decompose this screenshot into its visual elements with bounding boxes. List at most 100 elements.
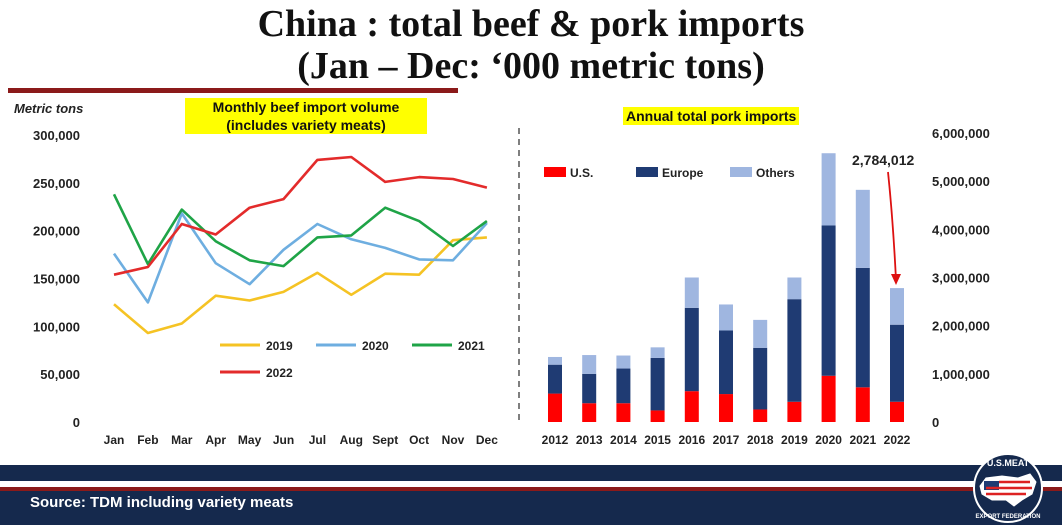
beef-series-line-2020 [112,212,488,304]
pork-y-tick-label: 0 [932,415,939,430]
beef-legend-label: 2020 [362,339,389,353]
pork-annotation-label: 2,784,012 [852,152,914,168]
pork-bar-europe-2013 [582,373,597,404]
beef-x-tick-label: Feb [137,433,158,447]
pork-bar-others-2017 [719,304,733,331]
beef-legend-label: 2022 [266,366,293,380]
pork-legend-label: Europe [662,166,704,180]
beef-chart-title-line-2: (includes variety meats) [226,117,386,133]
pork-bar-others-2012 [548,356,562,365]
pork-bar-others-2018 [753,319,768,348]
pork-legend-swatch-us [544,167,566,177]
pork-x-tick-label: 2016 [678,433,705,447]
beef-legend-label: 2019 [266,339,293,353]
logo-text-top: U.S.MEAT [987,458,1030,468]
pork-bar-us-2016 [684,391,699,422]
pork-bar-others-2019 [787,277,802,300]
pork-bar-us-2013 [582,403,597,422]
pork-bar-europe-2017 [719,330,733,395]
pork-bar-europe-2014 [616,368,631,404]
pork-legend-swatch-others [730,167,752,177]
pork-legend-label: Others [756,166,795,180]
pork-bar-europe-2015 [650,357,665,411]
pork-annotation-arrowhead [891,274,901,285]
pork-bar-others-2015 [650,347,665,358]
pork-bar-us-2020 [821,375,836,422]
chart-divider [518,128,520,422]
pork-x-tick-label: 2013 [576,433,603,447]
pork-bar-europe-2020 [821,225,836,376]
title-underline [8,88,458,93]
pork-x-tick-label: 2018 [747,433,774,447]
beef-x-tick-label: Jun [273,433,294,447]
beef-x-tick-label: Dec [476,433,498,447]
pork-y-tick-label: 6,000,000 [932,126,990,141]
pork-bar-europe-2021 [855,267,870,388]
pork-x-tick-label: 2022 [884,433,911,447]
beef-x-tick-label: Jul [309,433,326,447]
pork-bar-us-2021 [855,387,870,422]
beef-x-tick-label: Oct [409,433,429,447]
beef-y-tick-label: 200,000 [33,224,80,239]
pork-chart-title: Annual total pork imports [623,107,800,125]
pork-bar-europe-2016 [684,307,699,392]
pork-y-tick-label: 5,000,000 [932,174,990,189]
pork-bar-europe-2019 [787,299,802,402]
pork-x-tick-label: 2014 [610,433,637,447]
beef-y-tick-label: 0 [73,415,80,430]
beef-x-tick-label: May [238,433,262,447]
pork-bar-others-2021 [855,189,870,268]
beef-y-tick-label: 250,000 [33,176,80,191]
beef-chart-title: Monthly beef import volume (includes var… [185,98,427,134]
beef-x-tick-label: Sept [372,433,398,447]
pork-bar-us-2014 [616,403,631,422]
beef-series-line-2021 [112,193,488,268]
beef-x-tick-label: Mar [171,433,193,447]
pork-bar-others-2013 [582,355,597,374]
pork-bar-europe-2012 [548,364,562,394]
logo-text-bottom: EXPORT FEDERATION [976,514,1041,520]
usmef-logo-icon: U.S.MEAT EXPORT FEDERATION [973,453,1043,523]
pork-bar-others-2022 [890,288,904,325]
source-note: Source: TDM including variety meats [30,494,294,511]
pork-bar-chart: 0 1,000,000 2,000,000 3,000,000 4,000,000 5,0… [542,126,990,447]
beef-legend-label: 2021 [458,339,485,353]
beef-series-line-2019 [113,236,488,335]
beef-series-line-2022 [113,155,488,276]
beef-x-tick-label: Apr [205,433,226,447]
beef-y-axis-label: Metric tons [14,101,84,116]
pork-legend-label: U.S. [570,166,593,180]
footer-stripe-red [0,487,1062,491]
beef-x-tick-label: Nov [442,433,465,447]
pork-bar-us-2017 [719,394,733,422]
footer-stripe-white [0,481,1062,487]
beef-y-tick-label: 150,000 [33,272,80,287]
beef-x-tick-label: Jan [104,433,125,447]
pork-bar-us-2015 [650,410,665,422]
pork-bar-us-2019 [787,401,802,422]
pork-y-tick-label: 2,000,000 [932,319,990,334]
chart-title-line-1: China : total beef & pork imports [257,3,805,45]
pork-x-tick-label: 2019 [781,433,808,447]
pork-bar-us-2012 [548,393,562,422]
pork-bar-us-2018 [753,409,768,422]
beef-y-tick-label: 300,000 [33,128,80,143]
pork-bar-europe-2022 [890,324,904,402]
pork-bar-others-2014 [616,355,631,369]
pork-y-tick-label: 3,000,000 [932,271,990,286]
pork-bar-us-2022 [890,401,904,422]
pork-y-tick-label: 1,000,000 [932,367,990,382]
pork-bar-others-2020 [821,153,836,226]
pork-x-tick-label: 2020 [815,433,842,447]
beef-line-chart: 0 50,000 100,000 150,000 200,000 250,000 300,0… [33,128,498,447]
pork-x-tick-label: 2015 [644,433,671,447]
pork-x-tick-label: 2017 [713,433,740,447]
pork-x-tick-label: 2021 [849,433,876,447]
beef-chart-title-line-1: Monthly beef import volume [212,99,400,115]
pork-bar-europe-2018 [753,347,768,410]
pork-x-tick-label: 2012 [542,433,569,447]
footer-bar [0,465,1062,525]
pork-bar-others-2016 [684,277,699,308]
beef-y-tick-label: 100,000 [33,319,80,334]
pork-legend-swatch-europe [636,167,658,177]
